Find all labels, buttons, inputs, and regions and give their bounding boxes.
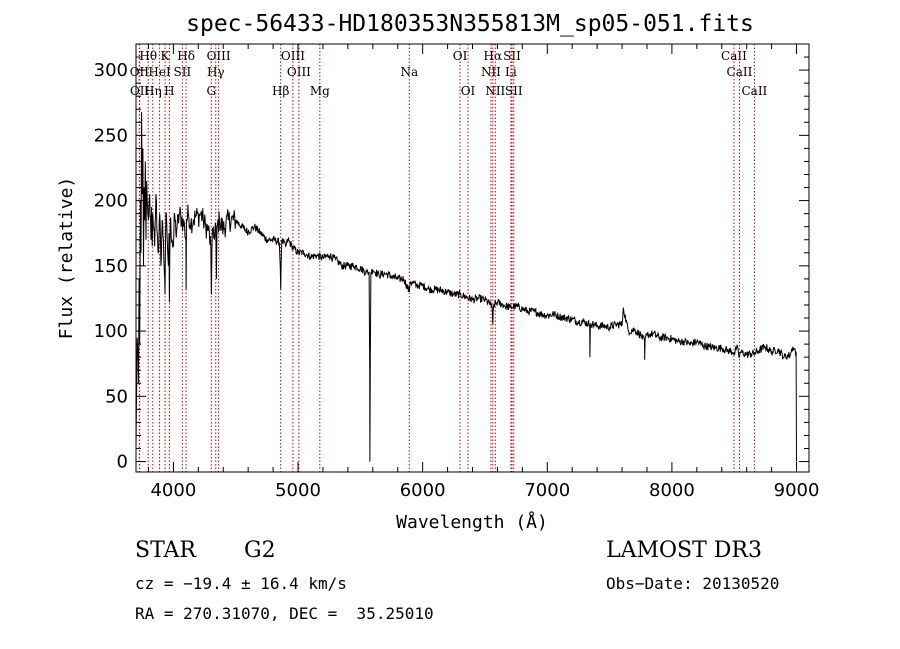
spectral-line-label: Na xyxy=(400,65,418,79)
x-tick-label: 6000 xyxy=(400,480,446,501)
spectral-line-label: H xyxy=(164,84,174,98)
y-tick-label: 300 xyxy=(94,60,128,81)
spectral-line-label: Hβ xyxy=(272,84,289,98)
x-tick-label: 8000 xyxy=(649,480,695,501)
spectral-line-label: SII xyxy=(174,65,192,79)
spectral-line-label: OIII xyxy=(287,65,311,79)
spectral-line-label: OI xyxy=(453,49,468,63)
spectral-line-label: CaII xyxy=(721,49,747,63)
spectral-line-label: Hα xyxy=(484,49,503,63)
spectral-line-label: Hθ xyxy=(139,49,157,63)
x-tick-label: 9000 xyxy=(774,480,820,501)
spectral-line-label: OII xyxy=(130,84,150,98)
spectral-line-label: Hη xyxy=(144,84,162,98)
spectral-line-label: CaII xyxy=(741,84,767,98)
x-tick-label: 4000 xyxy=(150,480,196,501)
plot-frame xyxy=(135,43,810,473)
spectral-line-label: OI xyxy=(461,84,476,98)
spectral-line-label: Hδ xyxy=(177,49,195,63)
y-tick-label: 150 xyxy=(94,256,128,277)
y-tick-label: 100 xyxy=(94,321,128,342)
y-tick-label: 0 xyxy=(117,452,128,473)
spectral-line-label: NII xyxy=(485,84,505,98)
observation-date: Obs−Date: 20130520 xyxy=(606,574,780,593)
x-tick-label: 5000 xyxy=(275,480,321,501)
x-axis-label: Wavelength (Å) xyxy=(396,511,548,533)
spectral-line-label: OIII xyxy=(281,49,305,63)
survey-name: LAMOST DR3 xyxy=(606,538,762,563)
object-subclass: G2 xyxy=(244,538,276,563)
spectral-line-label: NII xyxy=(481,65,501,79)
spectral-line-label: SII xyxy=(505,84,523,98)
spectral-line-label: Mg xyxy=(310,84,330,98)
x-tick-label: 7000 xyxy=(524,480,570,501)
spectral-line-label: G xyxy=(206,84,216,98)
spectral-line-label: Li xyxy=(505,65,517,79)
spectral-line-label: Hγ xyxy=(207,65,225,79)
spectral-line-label: HeI xyxy=(148,65,171,79)
y-tick-label: 250 xyxy=(94,125,128,146)
spectral-line-label: SII xyxy=(503,49,521,63)
y-tick-label: 50 xyxy=(105,386,128,407)
spectral-line-label: CaII xyxy=(727,65,753,79)
redshift-velocity: cz = −19.4 ± 16.4 km/s xyxy=(135,574,347,593)
spectral-line-label: OIII xyxy=(207,49,231,63)
spectral-line-label: K xyxy=(161,49,171,63)
spectrum-line xyxy=(135,111,797,462)
chart-title: spec-56433-HD180353N355813M_sp05-051.fit… xyxy=(186,11,754,37)
y-tick-label: 200 xyxy=(94,191,128,212)
y-axis-label: Flux (relative) xyxy=(56,177,77,340)
object-type: STAR xyxy=(135,538,196,563)
coordinates: RA = 270.31070, DEC = 35.25010 xyxy=(135,604,434,623)
